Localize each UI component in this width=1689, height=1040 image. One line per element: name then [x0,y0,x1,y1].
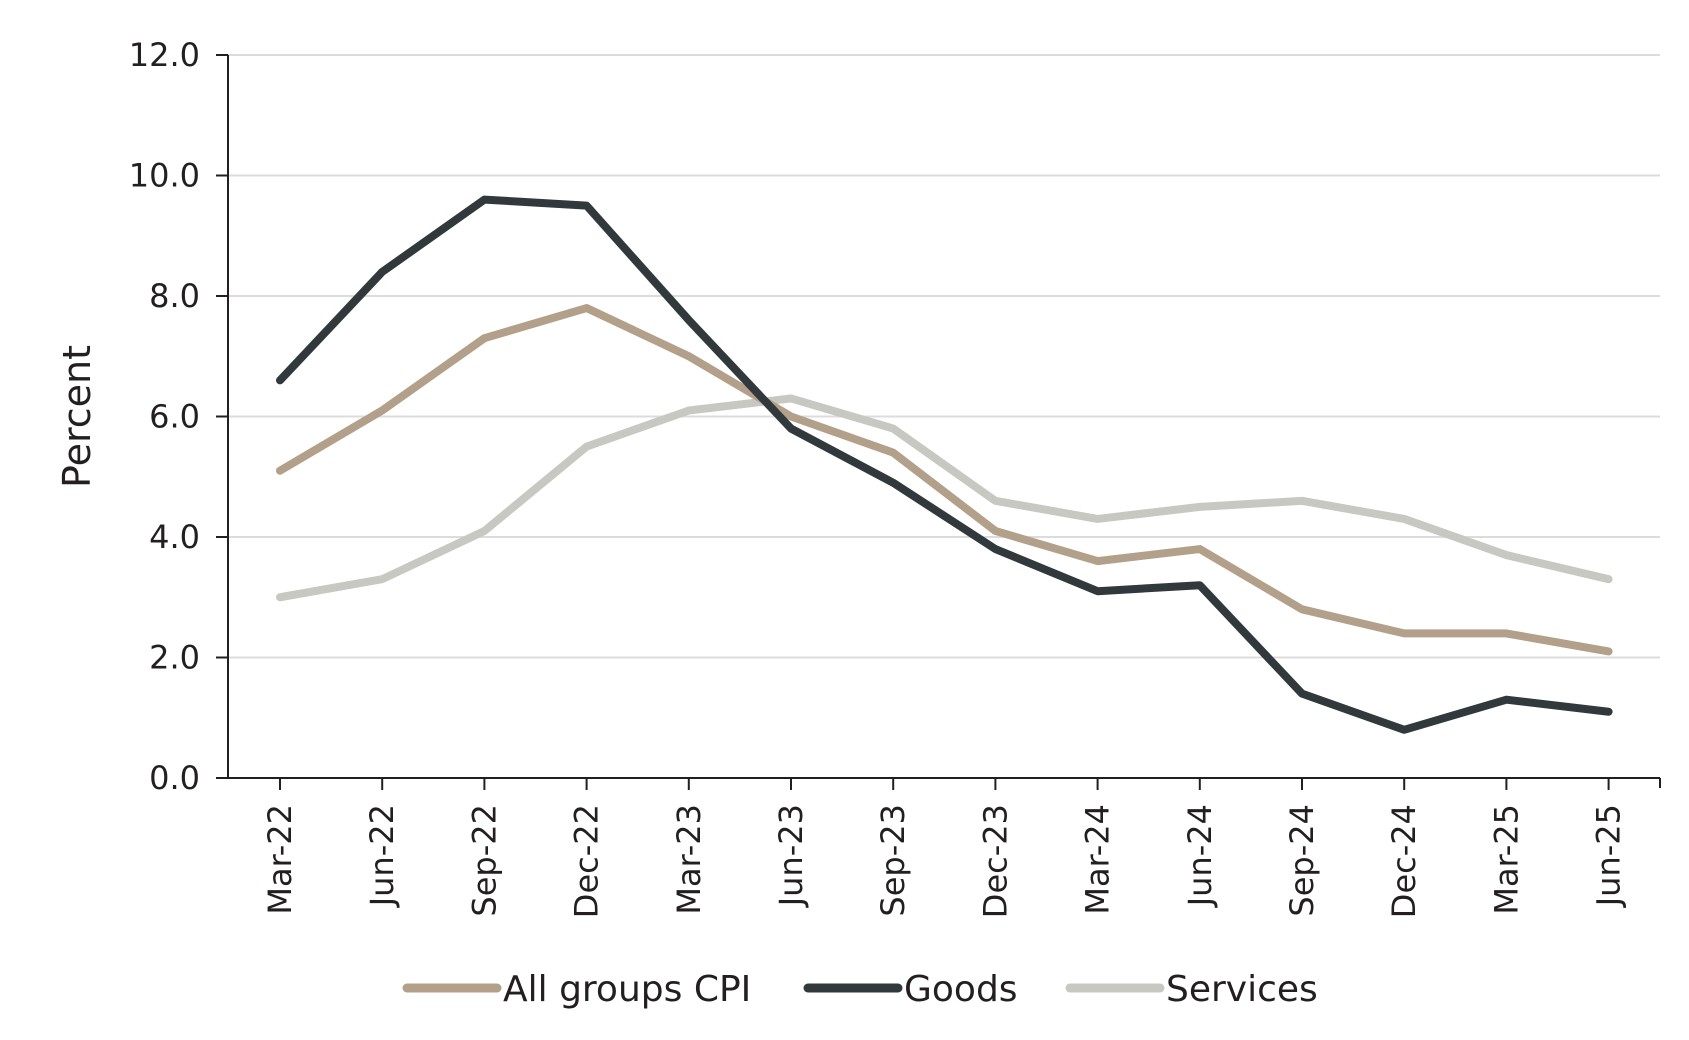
x-tick-label: Mar-22 [261,804,299,915]
y-tick-label: 10.0 [129,157,200,195]
x-tick-label: Sep-22 [465,804,503,917]
y-tick-label: 4.0 [149,518,200,556]
x-tick-label: Dec-23 [976,804,1014,918]
legend-label: Services [1166,969,1318,1010]
x-tick-label: Jun-24 [1181,804,1219,908]
x-tick-label: Jun-25 [1590,804,1628,908]
gridlines [228,54,1660,659]
series-lines [276,195,1613,734]
series-line-goods [276,195,1613,734]
x-tick-label: Dec-24 [1385,804,1423,918]
y-tick-label: 12.0 [129,36,200,74]
x-tick-label: Jun-22 [363,804,401,908]
x-tick-label: Sep-23 [874,804,912,917]
legend: All groups CPI Goods Services [402,969,1318,1010]
x-tick-label: Mar-25 [1487,804,1525,915]
series-line-services [276,394,1613,602]
legend-label: All groups CPI [503,969,751,1010]
x-tick-label: Mar-23 [670,804,708,915]
x-tick-label: Dec-22 [568,804,606,918]
legend-label: Goods [904,969,1018,1010]
y-axis-title: Percent [55,345,99,488]
series-line-all-groups-cpi [276,304,1613,656]
x-tick-label: Sep-24 [1283,804,1321,917]
y-tick-label: 8.0 [149,277,200,315]
axes: 0.0 2.0 4.0 6.0 8.0 10.0 12.0 Mar-22 Jun-22 Sep-2… [55,36,1661,918]
y-tick-label: 6.0 [149,398,200,436]
y-tick-label: 0.0 [149,759,200,797]
x-tick-label: Mar-24 [1079,804,1117,915]
x-tick-label: Jun-23 [772,804,810,908]
y-tick-label: 2.0 [149,639,200,677]
